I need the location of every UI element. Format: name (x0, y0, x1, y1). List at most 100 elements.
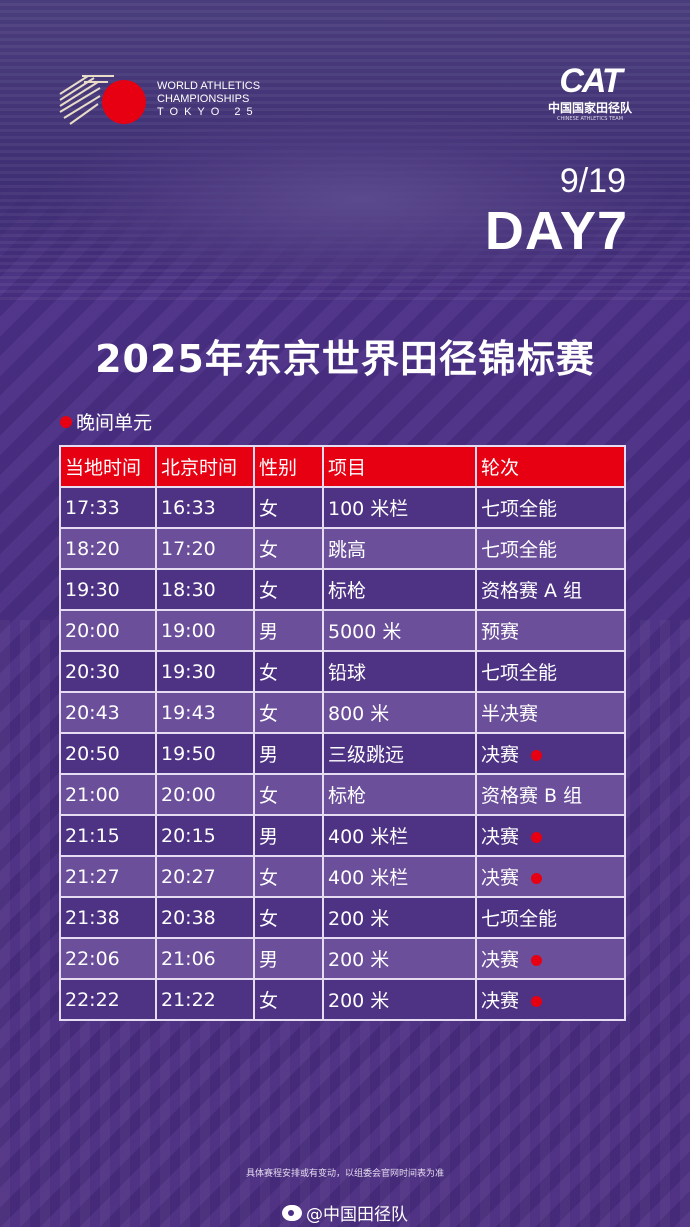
cell-round: 资格赛 A 组 (475, 568, 626, 611)
cell-local-time: 21:38 (59, 896, 157, 939)
gender-text: 女 (259, 908, 279, 930)
event-text: 200 米 (328, 949, 390, 971)
cell-event: 100 米栏 (322, 486, 477, 529)
event-text: 800 米 (328, 703, 390, 725)
event-text: 200 米 (328, 990, 390, 1012)
cell-beijing-time: 20:15 (155, 814, 255, 857)
local-time-text: 22:22 (65, 988, 120, 1011)
team-logo-mark: CAT (559, 62, 622, 100)
team-logo-name-en: CHINESE ATHLETICS TEAM (556, 116, 624, 122)
round-text: 七项全能 (481, 539, 558, 561)
cell-event: 标枪 (322, 773, 477, 816)
cell-local-time: 22:06 (59, 937, 157, 980)
session-text: 晚间单元 (76, 412, 153, 434)
event-logo-line1: WORLD ATHLETICS (157, 80, 261, 92)
local-time-text: 20:00 (65, 619, 120, 642)
cell-local-time: 18:20 (59, 527, 157, 570)
header-local-time: 当地时间 (59, 445, 157, 488)
local-time-text: 20:50 (65, 742, 120, 765)
cell-local-time: 20:30 (59, 650, 157, 693)
round-text: 决赛 (481, 990, 520, 1012)
local-time-text: 17:33 (65, 496, 120, 519)
table-row: 21:27 20:27 女 400 米栏 决赛 (59, 855, 626, 898)
cell-local-time: 21:27 (59, 855, 157, 898)
cell-beijing-time: 19:00 (155, 609, 255, 652)
cell-gender: 男 (253, 609, 324, 652)
page-title: 2025年东京世界田径锦标赛 (95, 337, 595, 381)
cell-event: 三级跳远 (322, 732, 477, 775)
cell-local-time: 17:33 (59, 486, 157, 529)
cell-gender: 女 (253, 773, 324, 816)
cell-round: 七项全能 (475, 527, 626, 570)
event-text: 三级跳远 (328, 744, 405, 766)
table-row: 20:43 19:43 女 800 米 半决赛 (59, 691, 626, 734)
date: 9/19 (559, 162, 626, 200)
cell-gender: 女 (253, 527, 324, 570)
gender-text: 男 (259, 744, 279, 766)
event-logo-line2: CHAMPIONSHIPS (157, 93, 250, 105)
cell-gender: 女 (253, 855, 324, 898)
local-time-text: 19:30 (65, 578, 120, 601)
beijing-time-text: 20:00 (161, 783, 216, 806)
cell-local-time: 21:00 (59, 773, 157, 816)
header-beijing-time: 北京时间 (155, 445, 255, 488)
cell-event: 200 米 (322, 896, 477, 939)
gender-text: 女 (259, 867, 279, 889)
cell-beijing-time: 20:27 (155, 855, 255, 898)
cell-gender: 女 (253, 486, 324, 529)
cell-gender: 男 (253, 937, 324, 980)
gender-text: 男 (259, 621, 279, 643)
round-text: 预赛 (481, 621, 520, 643)
event-text: 100 米栏 (328, 498, 409, 520)
round-text: 决赛 (481, 826, 520, 848)
gender-text: 女 (259, 498, 279, 520)
table-row: 20:50 19:50 男 三级跳远 决赛 (59, 732, 626, 775)
team-logo-name-cn: 中国国家田径队 (547, 101, 632, 115)
cell-gender: 男 (253, 814, 324, 857)
header-gender: 性别 (253, 445, 324, 488)
cell-round: 半决赛 (475, 691, 626, 734)
cell-gender: 女 (253, 650, 324, 693)
table-header-row: 当地时间 北京时间 性别 项目 轮次 (59, 445, 626, 488)
cell-round: 决赛 (475, 978, 626, 1021)
weibo-handle: @中国田径队 (0, 1200, 690, 1225)
cell-gender: 女 (253, 978, 324, 1021)
cell-beijing-time: 20:00 (155, 773, 255, 816)
final-marker-icon (531, 750, 543, 761)
beijing-time-text: 19:50 (161, 742, 216, 765)
cell-event: 200 米 (322, 978, 477, 1021)
weibo-handle-text: @中国田径队 (306, 1205, 408, 1225)
table-row: 21:00 20:00 女 标枪 资格赛 B 组 (59, 773, 626, 816)
cell-local-time: 19:30 (59, 568, 157, 611)
cell-event: 400 米栏 (322, 855, 477, 898)
header-round: 轮次 (475, 445, 626, 488)
session-label: 晚间单元 (60, 408, 152, 435)
round-text: 七项全能 (481, 662, 558, 684)
gender-text: 女 (259, 785, 279, 807)
table-row: 20:30 19:30 女 铅球 七项全能 (59, 650, 626, 693)
local-time-text: 21:00 (65, 783, 120, 806)
day-label: DAY7 (484, 201, 628, 261)
cell-beijing-time: 21:22 (155, 978, 255, 1021)
final-marker-icon (531, 873, 543, 884)
event-logo-text: WORLD ATHLETICS CHAMPIONSHIPS TOKYO 25 (157, 80, 260, 119)
local-time-text: 20:43 (65, 701, 120, 724)
event-text: 200 米 (328, 908, 390, 930)
cell-event: 400 米栏 (322, 814, 477, 857)
local-time-text: 18:20 (65, 537, 120, 560)
event-text: 标枪 (328, 785, 367, 807)
event-text: 跳高 (328, 539, 367, 561)
beijing-time-text: 20:15 (161, 824, 216, 847)
gender-text: 女 (259, 703, 279, 725)
beijing-time-text: 18:30 (161, 578, 216, 601)
local-time-text: 20:30 (65, 660, 120, 683)
table-row: 18:20 17:20 女 跳高 七项全能 (59, 527, 626, 570)
world-athletics-logo-icon (59, 75, 146, 125)
beijing-time-text: 17:20 (161, 537, 216, 560)
round-text: 资格赛 A 组 (481, 580, 583, 602)
gender-text: 男 (259, 949, 279, 971)
cell-round: 七项全能 (475, 486, 626, 529)
cell-event: 标枪 (322, 568, 477, 611)
cell-beijing-time: 20:38 (155, 896, 255, 939)
table-row: 21:38 20:38 女 200 米 七项全能 (59, 896, 626, 939)
